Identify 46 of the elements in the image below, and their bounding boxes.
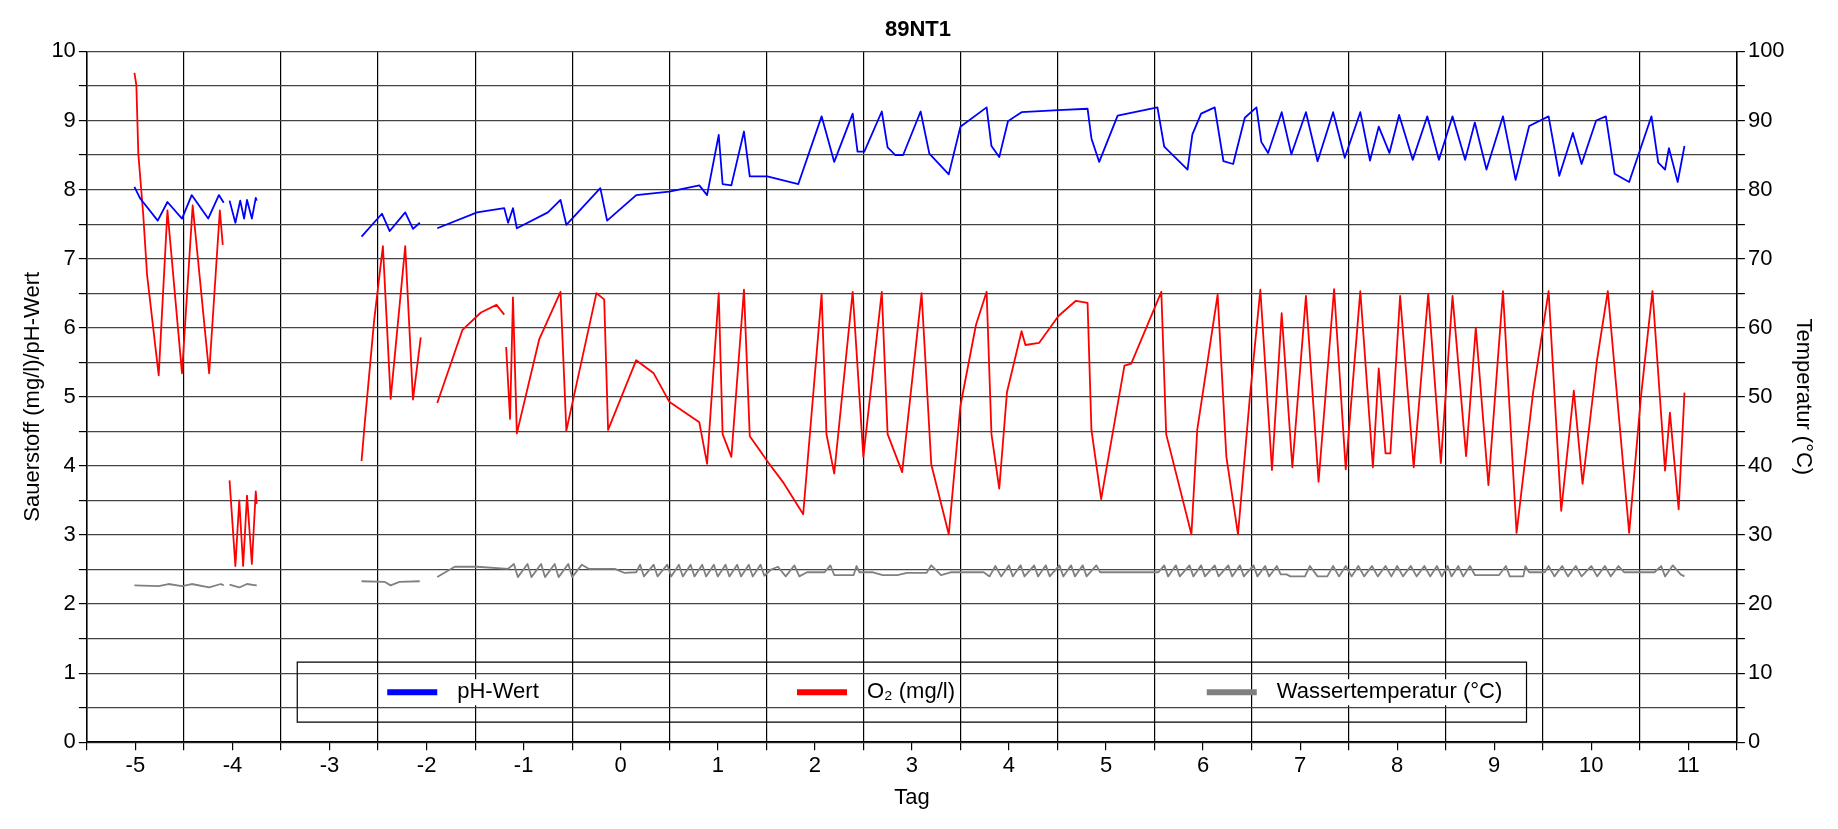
legend-label: Wassertemperatur (°C) (1276, 678, 1503, 704)
x-tick-label: 11 (1676, 752, 1700, 778)
legend-label: O₂ (mg/l) (867, 678, 955, 704)
y-tick-label: 10 (51, 37, 76, 63)
x-tick-label: -4 (222, 752, 243, 778)
y2-tick-label: 70 (1747, 244, 1773, 270)
x-tick-label: 9 (1488, 752, 1501, 778)
x-tick-label: 2 (808, 752, 821, 778)
x-tick-label: -5 (125, 752, 146, 778)
y2-tick-label: 10 (1747, 659, 1773, 685)
legend-label: pH-Wert (457, 678, 539, 704)
y2-tick-label: 80 (1747, 175, 1773, 201)
y2-tick-label: 100 (1747, 37, 1785, 63)
y2-tick-label: 60 (1747, 313, 1773, 339)
y2-axis-title: Temperatur (°C) (1791, 318, 1817, 476)
y-tick-label: 6 (63, 313, 76, 339)
x-tick-label: 5 (1099, 752, 1113, 778)
y-tick-label: 8 (63, 175, 76, 201)
y-tick-label: 3 (63, 521, 76, 547)
y-tick-label: 1 (63, 659, 76, 685)
x-tick-label: -3 (319, 752, 340, 778)
x-tick-label: 4 (1002, 752, 1016, 778)
x-tick-label: -2 (416, 752, 437, 778)
y-tick-label: 9 (63, 106, 76, 132)
y2-tick-label: 20 (1747, 590, 1773, 616)
x-tick-label: 6 (1196, 752, 1210, 778)
x-tick-label: 3 (905, 752, 919, 778)
y2-tick-label: 0 (1747, 728, 1761, 754)
x-tick-label: 1 (711, 752, 724, 778)
y2-tick-label: 90 (1747, 106, 1773, 132)
y2-tick-label: 40 (1747, 451, 1773, 477)
y-tick-label: 4 (63, 451, 76, 477)
y2-tick-label: 50 (1747, 382, 1773, 408)
chart-title: 89NT1 (884, 16, 952, 42)
y2-tick-label: 30 (1747, 521, 1773, 547)
y-tick-label: 7 (63, 244, 76, 270)
x-tick-label: 0 (614, 752, 627, 778)
x-tick-label: -1 (513, 752, 534, 778)
x-axis-title: Tag (894, 783, 930, 809)
y-axis-title: Sauerstoff (mg/l)/pH-Wert (19, 271, 45, 522)
x-tick-label: 8 (1391, 752, 1404, 778)
x-tick-label: 10 (1579, 752, 1604, 778)
y-tick-label: 2 (63, 590, 76, 616)
y-tick-label: 5 (63, 382, 76, 408)
x-tick-label: 7 (1294, 752, 1307, 778)
y-tick-label: 0 (63, 728, 76, 754)
